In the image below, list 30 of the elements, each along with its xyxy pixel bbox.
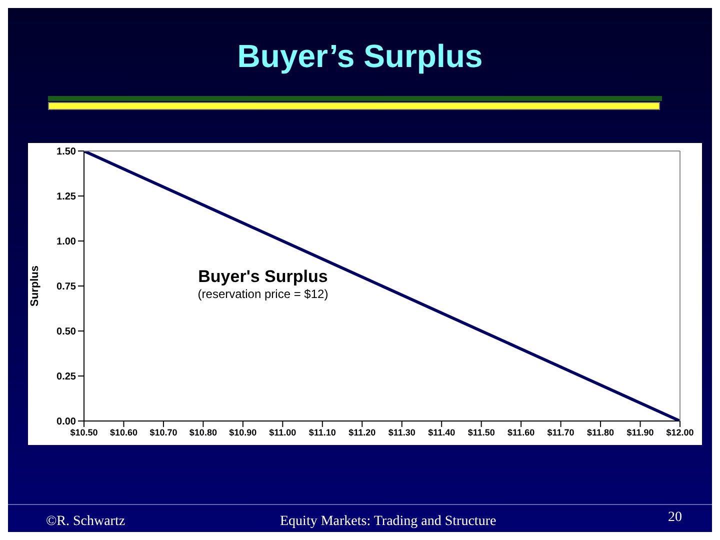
x-tick-label: $11.50 bbox=[468, 427, 495, 438]
x-tick-label: $11.00 bbox=[269, 427, 296, 438]
x-tick-label: $11.90 bbox=[626, 427, 654, 438]
y-tick-label: 0.25 bbox=[56, 372, 76, 383]
x-tick-label: $11.10 bbox=[308, 427, 336, 438]
y-tick-label: 1.00 bbox=[56, 236, 76, 248]
x-tick-label: $11.40 bbox=[428, 427, 456, 438]
y-tick-label: 1.50 bbox=[56, 146, 76, 158]
x-tick-label: $10.90 bbox=[229, 427, 257, 438]
y-tick-label: 1.25 bbox=[56, 192, 76, 203]
x-tick-label: $11.70 bbox=[547, 427, 574, 438]
text: 20 bbox=[668, 510, 682, 526]
x-tick-label: $11.80 bbox=[587, 427, 614, 438]
y-tick-label: 0.00 bbox=[56, 416, 76, 428]
x-tick-label: $11.20 bbox=[348, 427, 376, 438]
x-tick-label: $11.60 bbox=[508, 427, 535, 438]
annotation: (reservation price = $12) bbox=[196, 287, 330, 301]
chart-title: Buyer’s Surplus bbox=[236, 38, 484, 75]
text: ©R. Schwartz bbox=[46, 514, 126, 530]
y-tick-label: 0.50 bbox=[56, 326, 76, 338]
y-axis-title: Surplus bbox=[28, 266, 41, 306]
x-tick-label: $10.70 bbox=[150, 427, 178, 438]
x-tick-label: $11.30 bbox=[388, 427, 416, 438]
x-tick-label: $10.60 bbox=[110, 427, 138, 438]
x-tick-label: $10.50 bbox=[70, 427, 98, 438]
y-tick-label: 0.75 bbox=[56, 282, 76, 293]
x-tick-label: $10.80 bbox=[189, 427, 217, 438]
annotation: Buyer's Surplus bbox=[197, 267, 329, 287]
x-tick-label: $12.00 bbox=[666, 427, 694, 438]
text: Equity Markets: Trading and Structure bbox=[280, 514, 496, 530]
